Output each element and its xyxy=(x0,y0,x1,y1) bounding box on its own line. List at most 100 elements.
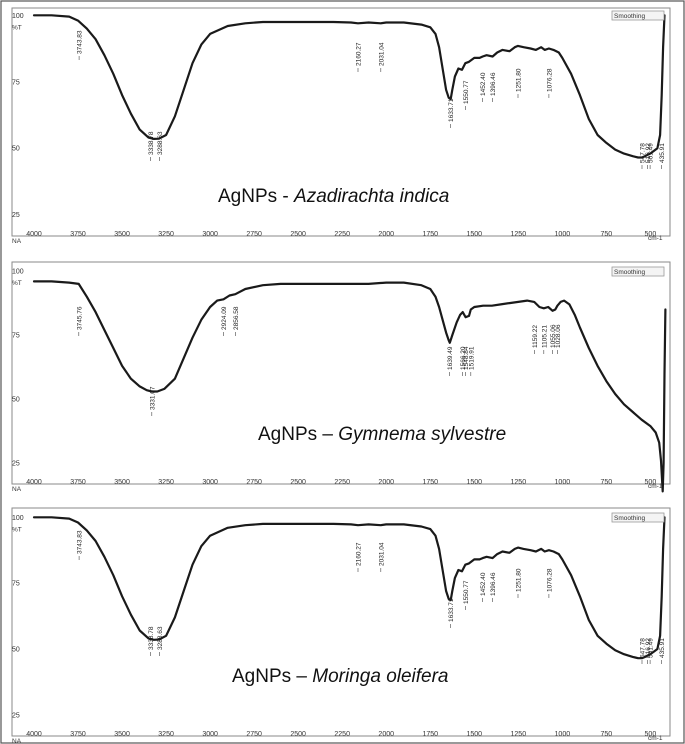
x-tick-label: 1000 xyxy=(555,731,571,738)
peak-label: 1251.80 xyxy=(516,568,523,592)
panel-border xyxy=(11,7,671,237)
x-tick-label: 3500 xyxy=(114,479,130,486)
spectrum-panel-gymnema: 3745.76 3331.07 2924.09 2856.58 1639.49 1566.… xyxy=(11,261,671,493)
x-axis-ticks: 4000 3750 3500 3250 3000 2750 2500 2250 2000 1750… xyxy=(26,731,656,738)
x-tick-label: 2250 xyxy=(334,731,350,738)
peak-label: 1548.84 xyxy=(463,346,470,370)
peak-label: 1028.06 xyxy=(555,324,562,348)
x-tick-label: 4000 xyxy=(26,231,42,238)
y-tick-label: 25 xyxy=(12,461,20,468)
x-origin-label: NA xyxy=(12,238,22,245)
peak-label: 1076.28 xyxy=(546,568,553,592)
x-origin-label: NA xyxy=(12,486,22,493)
smoothing-badge xyxy=(611,266,665,277)
y-tick-label: 50 xyxy=(12,397,20,404)
y-axis-ticks: 100 75 50 25 xyxy=(12,13,24,219)
transmittance-trace xyxy=(32,14,666,159)
x-tick-label: 2250 xyxy=(334,231,350,238)
peak-label: 501.49 xyxy=(648,638,655,658)
panel-title: AgNPs – Moringa oleifera xyxy=(232,666,449,687)
x-tick-label: 2750 xyxy=(246,731,262,738)
x-tick-label: 2750 xyxy=(246,479,262,486)
spectrum-panel-azadirachta: 3743.83 3338.78 3288.63 2160.27 2031.04 1633.… xyxy=(11,7,671,245)
smoothing-label: Smoothing xyxy=(614,269,645,276)
peak-label: 1105.21 xyxy=(541,325,548,348)
peak-label: 1159.22 xyxy=(532,325,539,348)
x-tick-label: 3000 xyxy=(202,231,218,238)
y-axis-ticks: 100 75 50 25 xyxy=(12,269,24,468)
x-tick-label: 1250 xyxy=(511,231,527,238)
x-tick-label: 1750 xyxy=(422,731,438,738)
peak-label: 1452.40 xyxy=(480,572,487,596)
peak-label: 3288.63 xyxy=(157,131,164,155)
peak-label: 1519.91 xyxy=(468,346,475,370)
x-tick-label: 3750 xyxy=(70,479,86,486)
x-tick-label: 1250 xyxy=(511,479,527,486)
x-tick-label: 2500 xyxy=(290,479,306,486)
x-tick-label: 2000 xyxy=(378,231,394,238)
peak-label: 1633.71 xyxy=(448,598,455,622)
transmittance-trace xyxy=(32,280,667,493)
x-tick-label: 1750 xyxy=(422,479,438,486)
x-tick-label: 1500 xyxy=(466,231,482,238)
title-prefix: AgNPs – xyxy=(258,424,338,445)
x-origin-label: NA xyxy=(12,738,22,744)
x-tick-label: 500 xyxy=(645,731,657,738)
y-tick-label: 75 xyxy=(12,333,20,340)
peak-label: 516.92 xyxy=(645,638,652,658)
x-axis-unit: cm-1 xyxy=(648,483,663,490)
peak-label: 3331.07 xyxy=(149,386,156,410)
y-axis-ticks: 100 75 50 25 xyxy=(12,515,24,720)
smoothing-badge xyxy=(611,512,665,523)
x-tick-label: 2000 xyxy=(378,731,394,738)
title-prefix: AgNPs – xyxy=(232,666,312,687)
x-tick-label: 1000 xyxy=(555,231,571,238)
y-axis-unit: %T xyxy=(12,24,22,31)
smoothing-label: Smoothing xyxy=(614,13,645,20)
panel-border xyxy=(11,261,671,485)
x-tick-label: 3500 xyxy=(114,231,130,238)
x-axis-ticks: 4000 3750 3500 3250 3000 2750 2500 2250 2000 1750… xyxy=(26,479,656,486)
x-axis-unit: cm-1 xyxy=(648,235,663,242)
x-tick-label: 1500 xyxy=(466,479,482,486)
x-tick-label: 4000 xyxy=(26,731,42,738)
y-tick-label: 25 xyxy=(12,212,20,219)
y-axis-unit: %T xyxy=(12,526,22,533)
y-tick-label: 75 xyxy=(12,581,20,588)
x-tick-label: 3000 xyxy=(202,479,218,486)
x-tick-label: 1500 xyxy=(466,731,482,738)
peak-label: 1452.40 xyxy=(480,72,487,96)
peak-labels: 3745.76 3331.07 2924.09 2856.58 1639.49 1566.… xyxy=(76,306,562,416)
x-tick-label: 3750 xyxy=(70,231,86,238)
peak-label: 2160.27 xyxy=(356,42,363,66)
peak-label: 1396.46 xyxy=(490,72,497,96)
x-tick-label: 2500 xyxy=(290,231,306,238)
peak-label: 1639.49 xyxy=(447,346,454,370)
peak-label: 3745.76 xyxy=(76,306,83,330)
peak-label: 1550.77 xyxy=(463,580,470,604)
peak-label: 2160.27 xyxy=(356,542,363,566)
x-tick-label: 3250 xyxy=(158,731,174,738)
peak-label: 3338.78 xyxy=(148,131,155,155)
x-tick-label: 2250 xyxy=(334,479,350,486)
peak-label: 1076.28 xyxy=(546,68,553,92)
y-tick-label: 100 xyxy=(12,269,24,276)
x-tick-label: 500 xyxy=(645,231,657,238)
peak-label: 435.91 xyxy=(659,638,666,658)
y-axis-unit: %T xyxy=(12,280,22,287)
x-axis-unit: cm-1 xyxy=(648,735,663,742)
peak-label: 516.92 xyxy=(645,143,652,163)
x-tick-label: 3750 xyxy=(70,731,86,738)
peak-label: 547.78 xyxy=(640,143,647,163)
x-tick-label: 3500 xyxy=(114,731,130,738)
y-tick-label: 50 xyxy=(12,646,20,653)
title-prefix: AgNPs - xyxy=(218,186,294,207)
peak-label: 1396.46 xyxy=(490,572,497,596)
panel-title: AgNPs – Gymnema sylvestre xyxy=(258,424,506,445)
x-tick-label: 1000 xyxy=(555,479,571,486)
x-tick-label: 750 xyxy=(601,479,613,486)
peak-label: 1566.20 xyxy=(460,346,467,370)
title-species: Gymnema sylvestre xyxy=(338,424,506,445)
